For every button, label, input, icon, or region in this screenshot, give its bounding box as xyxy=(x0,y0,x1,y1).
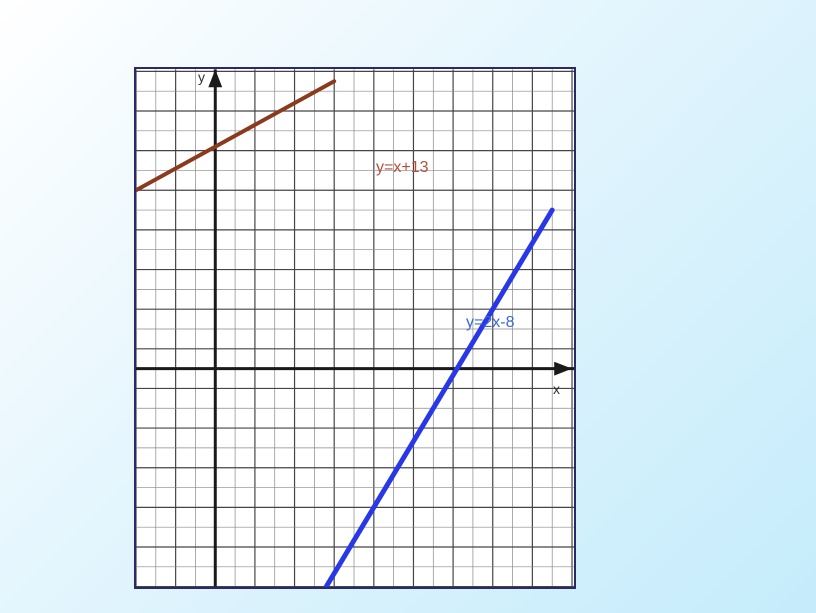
x-axis-label: x xyxy=(553,381,560,397)
y-axis-label: y xyxy=(198,69,205,85)
line-label-0: y=x+13 xyxy=(376,159,428,177)
line-label-1: y=2x-8 xyxy=(466,314,514,332)
chart-container: y x y=x+13 y=2x-8 xyxy=(134,67,576,589)
